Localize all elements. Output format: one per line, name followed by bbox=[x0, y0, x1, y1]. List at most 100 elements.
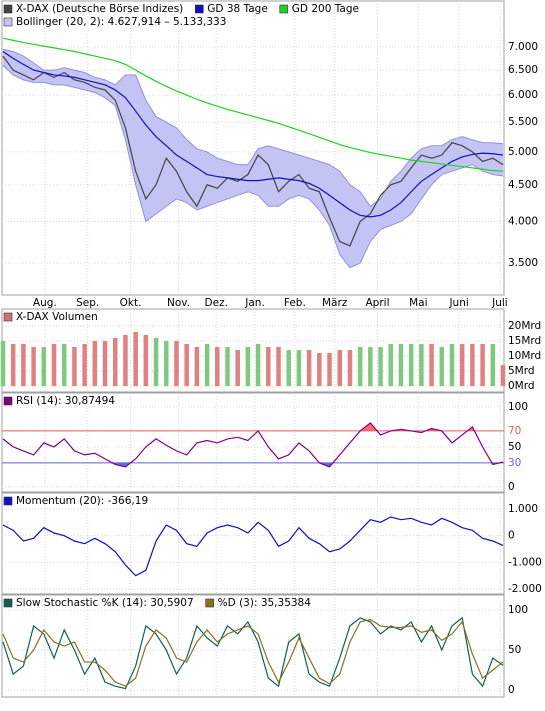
legend-label: Slow Stochastic %K (14): 30,5907 bbox=[16, 597, 194, 609]
bar bbox=[123, 334, 128, 387]
bar bbox=[204, 343, 210, 387]
bar bbox=[459, 343, 465, 387]
bar bbox=[276, 346, 281, 387]
bar bbox=[439, 346, 445, 387]
x-tick-label: Feb. bbox=[284, 297, 306, 309]
bar bbox=[419, 343, 424, 387]
bar bbox=[225, 346, 230, 387]
bar bbox=[153, 337, 159, 387]
bar bbox=[266, 346, 271, 387]
y-tick-label: 7.000 bbox=[508, 41, 538, 53]
x-tick-label: Juli bbox=[491, 297, 508, 309]
legend-swatch bbox=[3, 598, 13, 608]
x-tick-label: Dez. bbox=[205, 297, 228, 309]
y-tick-label: 15Mrd bbox=[508, 335, 541, 347]
legend-label: %D (3): 35,35384 bbox=[218, 597, 312, 609]
bar bbox=[449, 343, 455, 387]
legend-label: X-DAX Volumen bbox=[16, 311, 98, 323]
panel-frame bbox=[1, 594, 505, 698]
legend-label: GD 200 Tage bbox=[292, 3, 359, 15]
bar bbox=[102, 340, 108, 387]
y-tick-label: 4.500 bbox=[508, 179, 538, 191]
bar bbox=[357, 346, 363, 387]
bar bbox=[408, 343, 414, 387]
bar bbox=[41, 346, 47, 387]
y-tick-label: 50 bbox=[508, 441, 521, 453]
x-tick-label: Jan. bbox=[244, 297, 265, 309]
bar bbox=[72, 346, 77, 387]
bar bbox=[215, 346, 220, 387]
panel-frame bbox=[1, 392, 505, 493]
series-line bbox=[2, 37, 504, 172]
y-tick-label: 10Mrd bbox=[508, 350, 541, 362]
bar bbox=[500, 365, 506, 387]
bar bbox=[286, 349, 291, 387]
bar bbox=[337, 349, 342, 387]
band-lower bbox=[2, 64, 504, 269]
bar bbox=[31, 346, 36, 387]
bar bbox=[174, 340, 179, 387]
bar bbox=[0, 340, 6, 387]
x-tick-label: Aug. bbox=[33, 297, 57, 309]
bar bbox=[429, 343, 434, 387]
series-line bbox=[2, 516, 504, 577]
bar bbox=[82, 343, 87, 387]
bar bbox=[398, 343, 404, 387]
bar bbox=[164, 340, 169, 387]
bar bbox=[368, 346, 373, 387]
y-tick-label: 1.000 bbox=[508, 503, 538, 515]
legend-swatch bbox=[3, 312, 13, 322]
series-line bbox=[2, 50, 504, 218]
bar bbox=[317, 353, 322, 387]
bar bbox=[10, 343, 16, 387]
y-tick-label: 0 bbox=[508, 481, 515, 493]
legend-swatch bbox=[3, 496, 13, 506]
bar bbox=[388, 343, 394, 387]
y-tick-label: 4.000 bbox=[508, 215, 538, 227]
bar bbox=[296, 349, 302, 387]
bar bbox=[51, 343, 57, 387]
legend-swatch bbox=[3, 4, 13, 14]
bar bbox=[184, 343, 189, 387]
y-tick-label: 30 bbox=[508, 457, 521, 469]
x-tick-label: Juni bbox=[448, 297, 468, 309]
y-tick-label: 3.500 bbox=[508, 257, 538, 269]
y-tick-label: 6.000 bbox=[508, 89, 538, 101]
y-tick-label: -1.000 bbox=[508, 556, 542, 568]
series-line bbox=[2, 616, 504, 690]
y-tick-label: 5.500 bbox=[508, 116, 538, 128]
y-tick-label: 20Mrd bbox=[508, 320, 541, 332]
legend-label: Momentum (20): -366,19 bbox=[16, 495, 148, 507]
bar bbox=[112, 337, 118, 387]
legend-swatch bbox=[205, 598, 214, 608]
threshold-fill bbox=[3, 462, 503, 467]
series-line bbox=[2, 55, 504, 247]
bar bbox=[255, 343, 261, 387]
bar bbox=[347, 349, 353, 387]
x-tick-label: März bbox=[322, 297, 348, 309]
bar bbox=[235, 349, 240, 387]
legend-swatch bbox=[3, 17, 13, 27]
y-tick-label: 100 bbox=[508, 604, 528, 616]
y-tick-label: -2.000 bbox=[508, 583, 542, 595]
band-fill bbox=[3, 49, 503, 268]
bar bbox=[21, 343, 26, 387]
legend-label: Bollinger (20, 2): 4.627,914 – 5.133,333 bbox=[16, 16, 226, 28]
y-tick-label: 0 bbox=[508, 530, 515, 542]
legend-swatch bbox=[3, 396, 13, 406]
series-line bbox=[2, 618, 504, 687]
legend-label: X-DAX (Deutsche Börse Indizes) bbox=[16, 3, 183, 15]
bar bbox=[306, 349, 312, 387]
series-line bbox=[2, 422, 504, 468]
y-tick-label: 5Mrd bbox=[508, 365, 535, 377]
x-tick-label: April bbox=[365, 297, 389, 309]
bar bbox=[245, 346, 251, 387]
bar bbox=[490, 343, 496, 387]
legend-swatch bbox=[279, 4, 289, 14]
bar bbox=[61, 343, 67, 387]
panel-frame bbox=[1, 492, 505, 595]
y-tick-label: 0Mrd bbox=[508, 380, 535, 392]
y-tick-label: 5.000 bbox=[508, 146, 538, 158]
bar bbox=[327, 353, 332, 387]
